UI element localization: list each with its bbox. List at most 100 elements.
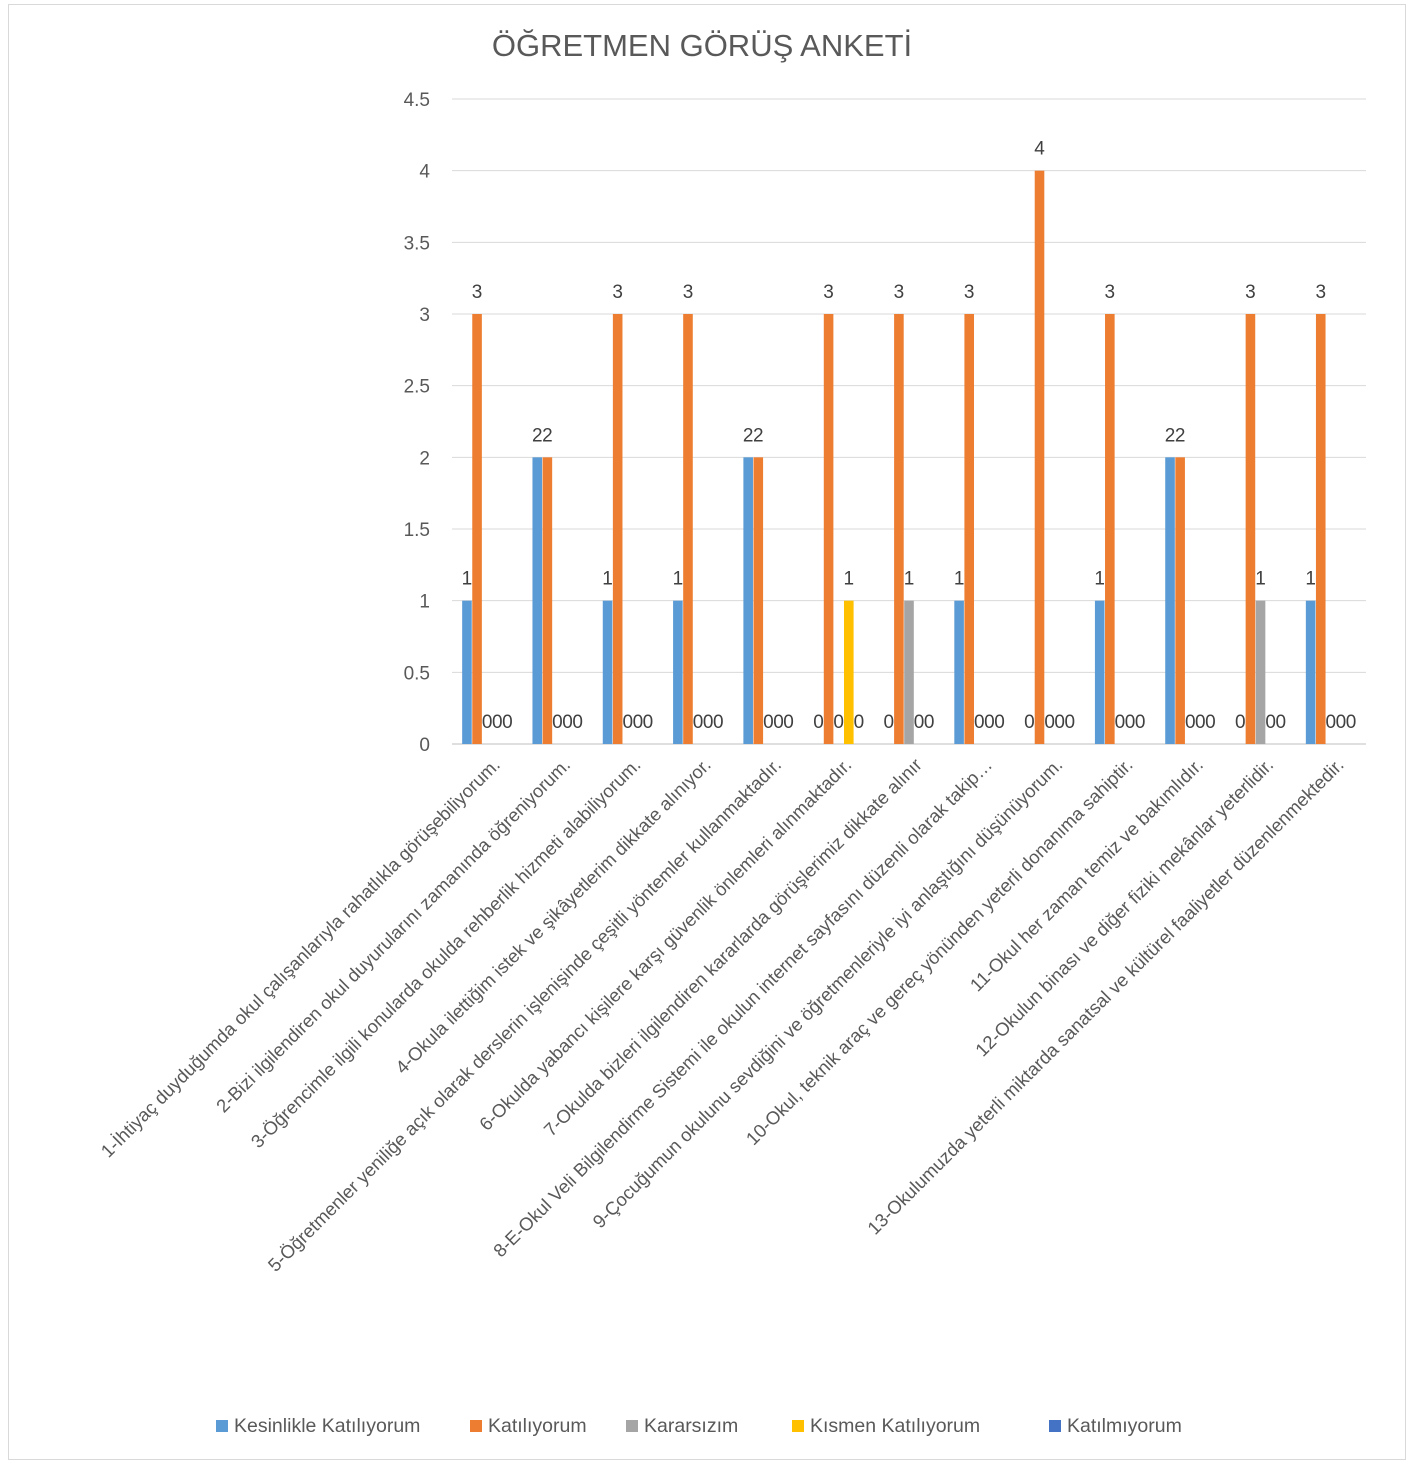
- data-label: 0: [693, 712, 704, 733]
- bar: [683, 314, 693, 744]
- data-label: 0: [492, 712, 503, 733]
- data-label: 0: [482, 712, 493, 733]
- data-label: 2: [532, 425, 543, 446]
- data-label: 0: [783, 712, 794, 733]
- data-label: 0: [833, 712, 844, 733]
- data-label: 3: [823, 282, 834, 303]
- bar: [904, 600, 914, 744]
- data-label: 1: [954, 569, 965, 590]
- bar: [1245, 314, 1256, 744]
- y-tick-label: 2.5: [404, 377, 430, 398]
- data-label: 0: [502, 712, 513, 733]
- legend-swatch: [792, 1420, 804, 1432]
- data-label: 0: [1205, 712, 1216, 733]
- data-label: 3: [1245, 282, 1256, 303]
- y-tick-label: 0.5: [404, 663, 430, 684]
- data-label: 0: [1044, 712, 1055, 733]
- y-tick-label: 1: [419, 592, 430, 613]
- data-label: 0: [974, 712, 985, 733]
- legend-label: Kararsızım: [644, 1415, 738, 1437]
- data-label: 0: [1265, 712, 1276, 733]
- gridlines: [452, 98, 1366, 745]
- bar: [954, 600, 964, 744]
- data-label: 0: [813, 712, 824, 733]
- chart-frame: [8, 4, 1406, 1460]
- y-tick-label: 4: [419, 162, 430, 183]
- legend-label: Kesinlikle Katılıyorum: [234, 1415, 420, 1437]
- legend-label: Katılmıyorum: [1067, 1415, 1182, 1437]
- data-label: 1: [1305, 569, 1316, 590]
- data-label: 0: [884, 712, 895, 733]
- data-label: 0: [1326, 712, 1337, 733]
- data-label: 0: [773, 712, 784, 733]
- bar: [753, 457, 764, 744]
- data-label: 1: [673, 569, 684, 590]
- bar: [1094, 600, 1105, 744]
- bar: [462, 600, 472, 744]
- data-label: 0: [1275, 712, 1286, 733]
- data-label: 1: [462, 569, 473, 590]
- data-label: 3: [612, 282, 623, 303]
- y-tick-label: 0: [419, 735, 430, 756]
- data-label: 2: [753, 425, 764, 446]
- data-label: 2: [1175, 425, 1186, 446]
- data-label: 2: [743, 425, 754, 446]
- data-label: 0: [703, 712, 714, 733]
- data-label: 0: [1346, 712, 1357, 733]
- data-label: 0: [994, 712, 1005, 733]
- y-axis-ticks: 0 0.5 1 1.5 2 2.5 3 3.5 4 4.5: [404, 90, 431, 756]
- bar: [1105, 314, 1115, 744]
- legend-label: Kısmen Katılıyorum: [810, 1415, 980, 1437]
- y-tick-label: 4.5: [404, 90, 430, 111]
- data-label: 0: [763, 712, 774, 733]
- data-label: 1: [1094, 569, 1105, 590]
- bar: [964, 314, 975, 744]
- data-label: 0: [1115, 712, 1126, 733]
- data-label: 0: [1125, 712, 1136, 733]
- bar: [823, 314, 834, 744]
- bar: [472, 314, 482, 744]
- data-label: 0: [633, 712, 644, 733]
- y-tick-label: 2: [419, 448, 430, 469]
- legend-label: Katılıyorum: [488, 1415, 587, 1437]
- data-label: 0: [924, 712, 935, 733]
- data-label: 0: [552, 712, 563, 733]
- bar: [673, 600, 683, 744]
- bar: [542, 457, 553, 744]
- data-label: 3: [1315, 282, 1326, 303]
- legend-swatch: [216, 1420, 228, 1432]
- bar: [1034, 170, 1045, 744]
- data-label: 0: [1235, 712, 1246, 733]
- data-label: 0: [984, 712, 995, 733]
- legend: Kesinlikle Katılıyorum Katılıyorum Kararsı…: [216, 1415, 1182, 1437]
- data-label: 0: [562, 712, 573, 733]
- legend-swatch: [626, 1420, 638, 1432]
- bar: [602, 600, 613, 744]
- data-label: 2: [542, 425, 553, 446]
- data-label: 0: [1135, 712, 1146, 733]
- chart-title: ÖĞRETMEN GÖRÜŞ ANKETİ: [492, 28, 912, 63]
- data-label: 1: [844, 569, 855, 590]
- y-tick-label: 3: [419, 305, 430, 326]
- data-label: 3: [683, 282, 694, 303]
- bar: [1255, 600, 1266, 744]
- data-label: 1: [602, 569, 613, 590]
- data-label: 0: [1336, 712, 1347, 733]
- data-label: 0: [643, 712, 654, 733]
- data-label: 1: [904, 569, 915, 590]
- data-label: 1: [1255, 569, 1266, 590]
- category-label: 9-Çocuğumun okulunu sevdiğini ve öğretme…: [588, 754, 1066, 1232]
- data-label: 4: [1034, 139, 1045, 160]
- bar: [532, 457, 543, 744]
- data-label: 3: [472, 282, 483, 303]
- data-label: 0: [1065, 712, 1076, 733]
- category-labels: 1-İhtiyaç duyduğumda okul çalışanlarıyla…: [96, 754, 1347, 1276]
- bar: [1315, 314, 1326, 744]
- legend-swatch: [470, 1420, 482, 1432]
- bar: [743, 457, 753, 744]
- bar: [1175, 457, 1185, 744]
- data-label: 2: [1165, 425, 1176, 446]
- y-tick-label: 1.5: [404, 520, 430, 541]
